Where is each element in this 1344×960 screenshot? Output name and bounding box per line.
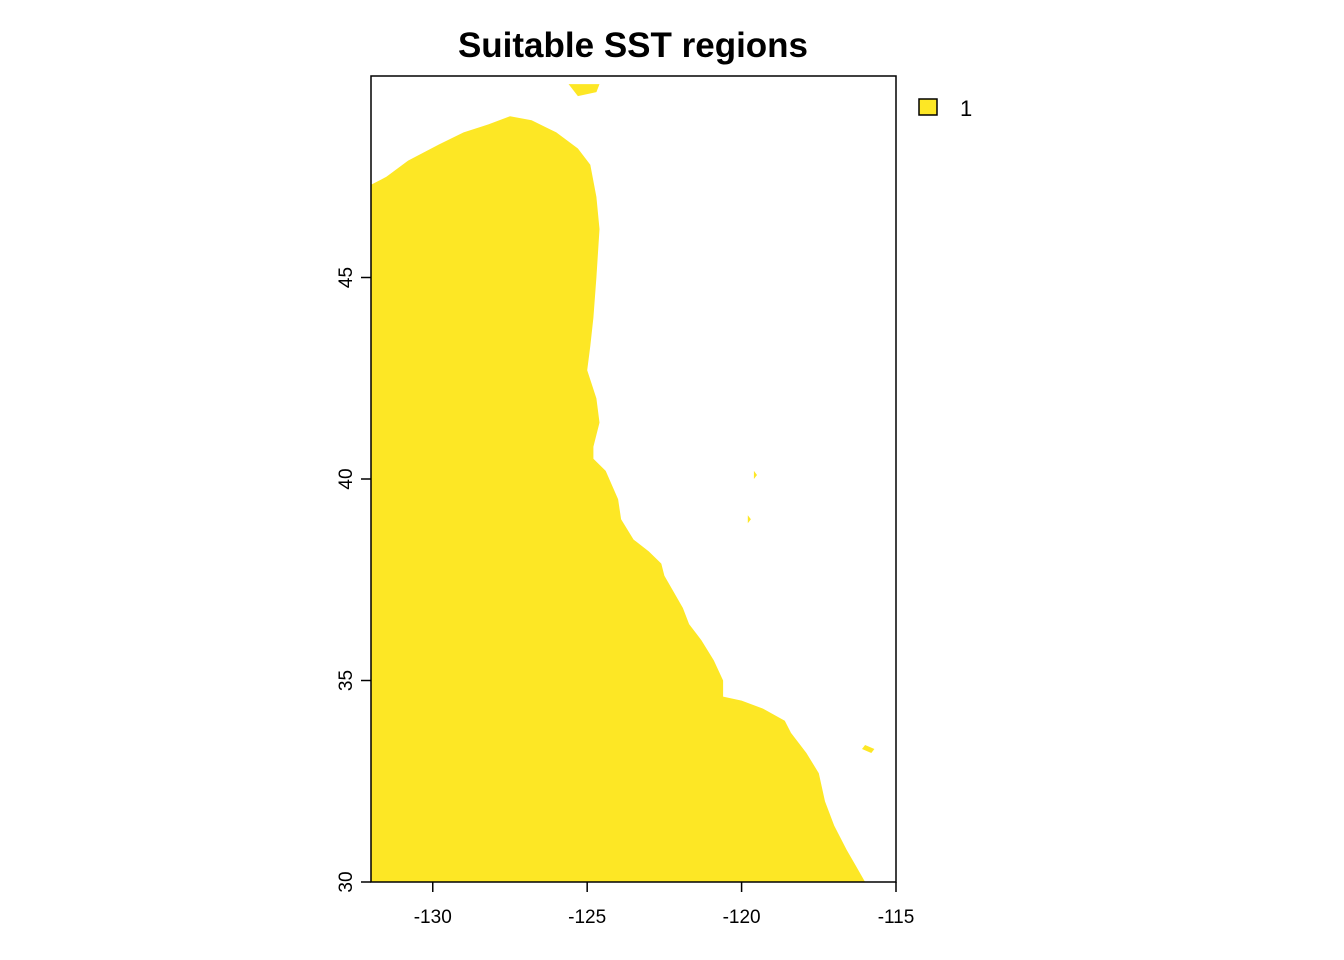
legend-swatch [918, 98, 938, 116]
x-tick-label: -115 [878, 907, 915, 928]
legend-label: 1 [960, 96, 972, 121]
suitable-patch-4 [747, 515, 751, 524]
y-tick-label: 30 [336, 871, 357, 892]
x-axis: -130 -125 -120 -115 [414, 882, 915, 928]
x-tick-label: -125 [568, 907, 606, 928]
x-tick-label: -120 [723, 907, 761, 928]
y-tick-label: 45 [336, 267, 357, 288]
x-tick-label: -130 [414, 907, 452, 928]
legend: 1 [918, 96, 972, 121]
suitable-patch-3 [753, 470, 757, 479]
chart-title: Suitable SST regions [458, 26, 808, 65]
suitable-patch-2 [862, 745, 875, 753]
y-tick-label: 40 [336, 468, 357, 489]
suitable-region [371, 116, 866, 883]
suitable-region-layer [371, 84, 875, 883]
y-tick-label: 35 [336, 670, 357, 691]
y-axis: 30 35 40 45 [336, 267, 371, 893]
suitable-patch-1 [568, 84, 600, 97]
